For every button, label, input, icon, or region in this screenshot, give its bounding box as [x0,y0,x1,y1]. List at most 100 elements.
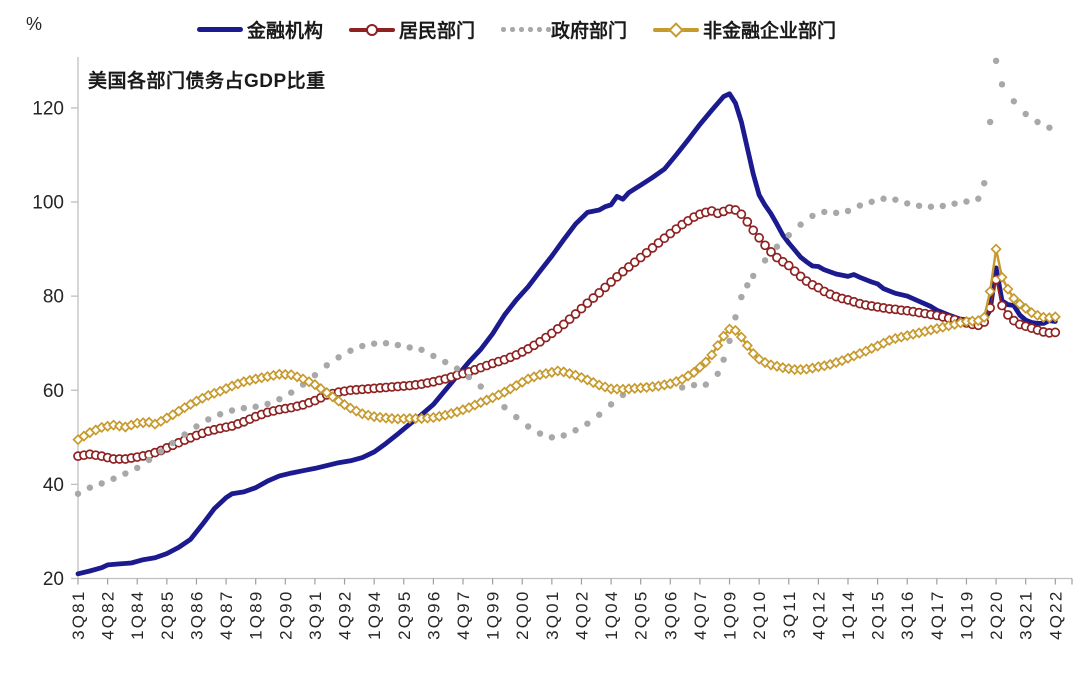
marker-dot [442,358,449,366]
marker-diamond [1002,283,1014,295]
x-tick-label: 4Q82 [99,590,118,640]
marker-diamond [291,371,303,383]
x-tick-label: 4Q97 [454,590,473,640]
x-tick-label: 2Q05 [632,590,651,640]
x-tick-label: 3Q81 [69,590,88,640]
marker-dot [477,383,484,390]
marker-dot [596,411,603,418]
marker-dot [690,381,698,389]
x-tick-label: 2Q95 [395,590,414,640]
marker-diamond [700,356,712,368]
marker-dot [110,475,117,482]
marker-dot [193,423,200,430]
marker-dot [702,381,710,388]
y-axis-unit-label: % [26,14,43,34]
marker-circle [612,271,622,282]
marker-dot [939,202,946,210]
x-tick-label: 1Q19 [957,590,976,640]
legend-item-financial-institutions: 金融机构 [197,16,323,43]
y-tick-label: 80 [43,287,64,308]
marker-dot [513,413,520,421]
x-tick-label: 4Q12 [809,590,828,640]
marker-circle [736,209,747,220]
marker-circle [1003,310,1013,320]
marker-diamond [765,359,777,371]
x-tick-label: 2Q00 [513,590,532,640]
x-tick-label: 1Q09 [721,590,740,640]
marker-diamond [718,330,730,342]
marker-circle [570,309,581,319]
marker-circle [783,260,794,271]
legend-label: 金融机构 [247,21,324,42]
marker-dot [584,420,591,427]
marker-dot [501,403,508,411]
marker-dot [335,354,342,361]
marker-dot [169,439,176,447]
marker-diamond [735,331,747,343]
legend-item-households: 居民部门 [349,16,475,43]
marker-dot [1046,124,1053,131]
marker-diamond [996,271,1008,283]
marker-dot [963,198,970,205]
x-tick-label: 3Q96 [424,590,443,640]
marker-dot [216,411,224,418]
legend-swatch-dotted-icon [501,20,551,40]
marker-circle [582,298,593,309]
x-tick-label: 4Q22 [1046,590,1065,640]
marker-dot [465,373,473,381]
marker-diamond [1008,292,1020,305]
marker-dot [276,395,283,403]
legend: 金融机构 居民部门 政府部门 非金融企业部门 [197,16,836,43]
marker-dot [430,352,437,360]
marker-dot [714,370,721,377]
marker-circle [594,287,605,298]
y-tick-label: 100 [32,193,64,214]
marker-dot [678,384,686,391]
marker-diamond [564,367,576,380]
marker-circle [641,247,652,258]
marker-dot [720,356,727,363]
x-tick-label: 2Q90 [276,590,295,640]
marker-diamond [599,381,611,393]
marker-dot [240,404,248,412]
marker-diamond [712,339,724,352]
marker-diamond [978,311,990,323]
y-tick-label: 120 [32,98,64,119]
marker-dot [347,347,354,354]
marker-diamond [285,369,297,381]
marker-dot [1022,110,1029,118]
marker-diamond [706,349,718,361]
legend-label: 非金融企业部门 [703,21,837,42]
marker-dot [607,401,615,408]
legend-swatch-solid-icon [197,20,243,40]
marker-dot [750,272,757,280]
marker-dot [915,202,923,209]
marker-diamond [558,366,570,378]
legend-label: 居民部门 [399,21,476,42]
marker-circle [789,266,800,277]
marker-dot [323,362,330,369]
y-tick-label: 40 [43,475,64,496]
marker-dot [453,365,461,372]
marker-dot [252,403,259,410]
x-tick-label: 3Q16 [898,590,917,640]
x-tick-label: 2Q85 [158,590,177,640]
x-tick-label: 4Q17 [928,590,947,640]
marker-dot [998,81,1006,88]
marker-circle [748,225,759,236]
marker-diamond [990,243,1002,255]
marker-dot [785,231,792,239]
marker-dot [732,314,739,321]
marker-dot [157,448,165,455]
marker-diamond [741,339,753,352]
x-tick-label: 1Q89 [247,590,266,640]
marker-dot [809,212,816,220]
marker-dot [145,456,153,464]
marker-dot [880,195,887,202]
marker-dot [370,340,378,347]
x-tick-label: 1Q94 [365,590,384,640]
marker-diamond [984,285,996,298]
x-tick-label: 2Q15 [869,590,888,640]
x-tick-label: 1Q84 [128,590,147,640]
